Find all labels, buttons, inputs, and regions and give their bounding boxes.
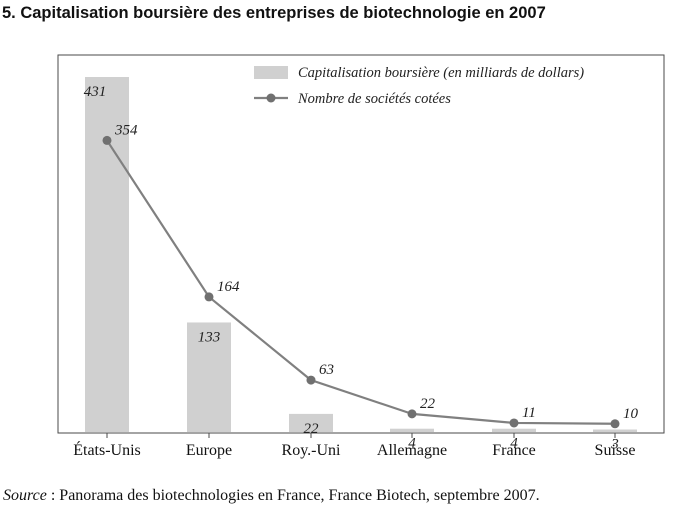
line-label-1: 164 [217,279,240,295]
bar-label-0: 431 [84,84,107,100]
line-label-5: 10 [623,406,639,422]
plot-frame [57,54,665,434]
line-point-5 [610,419,620,429]
x-tick-labels: États-Unis Europe Roy.-Uni Allemagne France S… [73,433,635,459]
x-tick-label-3: Allemagne [377,442,447,459]
x-tick-label-2: Roy.-Uni [282,442,342,459]
chart-title: 5. Capitalisation boursière des entrepri… [2,4,546,22]
bar-3 [390,428,434,432]
bar-5 [593,429,637,432]
legend-label-bar: Capitalisation boursière (en milliards d… [298,65,584,81]
legend-line-marker [266,93,276,103]
line-label-3: 22 [420,396,436,412]
bar-label-4: 4 [510,436,518,452]
x-tick-label-0: États-Unis [73,440,141,459]
legend-label-line: Nombre de sociétés cotées [297,91,451,107]
source-text: : Panorama des biotechnologies en France… [46,487,540,504]
line-label-0: 354 [114,122,138,138]
line-label-4: 11 [522,405,536,421]
x-tick-label-4: France [492,442,536,459]
labels-layer: 431 133 22 4 4 3 354 164 63 22 11 10 [84,84,639,453]
line-point-4 [509,418,519,428]
line-layer [102,135,620,429]
line-point-2 [306,375,316,385]
line-point-0 [102,135,112,145]
bar-1 [187,322,231,432]
legend: Capitalisation boursière (en milliards d… [254,65,584,107]
source-note: Source : Panorama des biotechnologies en… [3,487,540,505]
bars-layer [85,77,637,432]
bar-2 [289,413,333,432]
line-point-1 [204,292,214,302]
legend-swatch-bar [254,66,288,79]
line-series [106,139,616,425]
bar-label-2: 22 [304,421,320,437]
bar-label-1: 133 [198,329,221,345]
source-label: Source [3,487,47,504]
x-tick-label-5: Suisse [595,442,636,459]
x-tick-label-1: Europe [186,442,232,459]
bar-label-3: 4 [408,436,416,452]
line-point-3 [407,409,417,419]
line-label-2: 63 [319,362,334,378]
bar-4 [492,428,536,432]
bar-label-5: 3 [610,437,619,453]
